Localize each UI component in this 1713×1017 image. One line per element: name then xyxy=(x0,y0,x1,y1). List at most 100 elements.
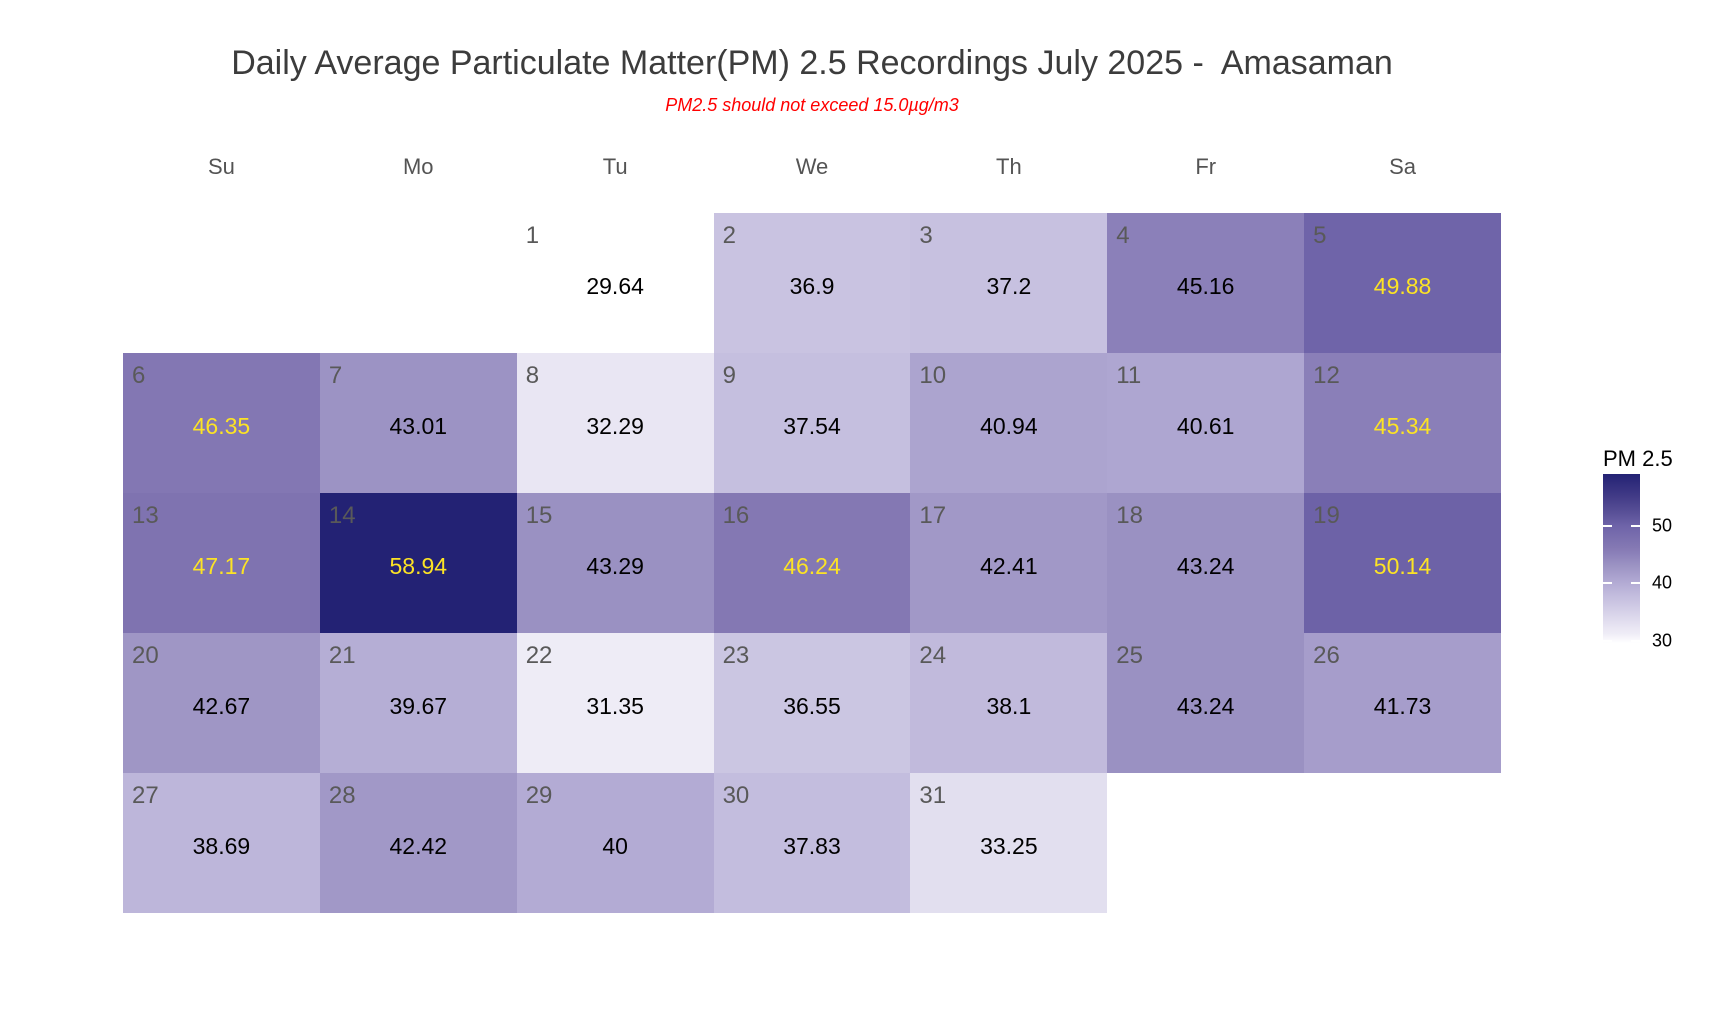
chart-title: Daily Average Particulate Matter(PM) 2.5… xyxy=(231,44,1393,82)
day-pm-value: 33.25 xyxy=(980,833,1038,859)
day-pm-value: 58.94 xyxy=(389,553,448,579)
day-cell-31: 31 33.25 xyxy=(910,773,1108,913)
day-cell-30: 30 37.83 xyxy=(713,773,911,913)
day-pm-value: 46.35 xyxy=(192,413,251,439)
day-pm-value: 37.2 xyxy=(986,273,1032,299)
colorbar-legend: PM 2.5 50 40 30 xyxy=(1603,446,1713,676)
legend-tick-label: 50 xyxy=(1652,515,1673,536)
day-pm-value: 40 xyxy=(602,833,628,859)
day-pm-value: 49.88 xyxy=(1373,273,1432,299)
day-cell-3: 3 37.2 xyxy=(910,213,1108,353)
calendar-grid: 1 29.64 2 36.9 3 37.2 4 45.16 5 49.88 6 46.35 7 43.01… xyxy=(123,213,1501,913)
day-number: 2 xyxy=(722,222,736,249)
day-cell-17: 17 42.41 xyxy=(910,493,1108,633)
day-number: 14 xyxy=(328,502,356,529)
day-number: 6 xyxy=(132,362,146,389)
day-pm-value: 32.29 xyxy=(586,413,644,439)
day-pm-value: 29.64 xyxy=(586,273,644,299)
day-cell-10: 10 40.94 xyxy=(910,353,1108,493)
day-cell-25: 25 43.24 xyxy=(1107,633,1305,773)
day-pm-value: 42.67 xyxy=(192,693,251,719)
day-number: 31 xyxy=(919,782,947,809)
day-cell-1: 1 29.64 xyxy=(516,213,714,353)
day-cell-28: 28 42.42 xyxy=(319,773,517,913)
legend-tick-mark xyxy=(1631,524,1640,527)
day-cell-18: 18 43.24 xyxy=(1107,493,1305,633)
day-cell-9: 9 37.54 xyxy=(713,353,911,493)
day-number: 25 xyxy=(1116,642,1143,669)
day-cell-12: 12 45.34 xyxy=(1304,353,1501,493)
legend-tick-label: 30 xyxy=(1652,630,1673,651)
day-number: 18 xyxy=(1116,502,1143,529)
weekday-label-mo: Mo xyxy=(402,154,434,179)
day-number: 19 xyxy=(1313,502,1340,529)
day-number: 11 xyxy=(1116,362,1142,389)
legend-tick-mark xyxy=(1631,639,1640,642)
legend-tick-mark xyxy=(1603,639,1612,642)
day-pm-value: 45.34 xyxy=(1373,413,1432,439)
day-number: 4 xyxy=(1116,222,1130,249)
day-cell-14: 14 58.94 xyxy=(319,493,517,633)
day-number: 23 xyxy=(722,642,750,669)
day-number: 10 xyxy=(919,362,947,389)
day-cell-6: 6 46.35 xyxy=(123,353,320,493)
weekday-label-tu: Tu xyxy=(602,154,628,179)
day-pm-value: 50.14 xyxy=(1373,553,1432,579)
day-cell-11: 11 40.61 xyxy=(1107,353,1305,493)
weekday-label-fr: Fr xyxy=(1195,154,1217,179)
day-cell-16: 16 46.24 xyxy=(713,493,911,633)
day-number: 5 xyxy=(1313,222,1327,249)
day-pm-value: 46.24 xyxy=(783,553,841,579)
day-pm-value: 31.35 xyxy=(586,693,644,719)
day-number: 28 xyxy=(328,782,356,809)
day-pm-value: 38.69 xyxy=(192,833,251,859)
day-cell-5: 5 49.88 xyxy=(1304,213,1501,353)
day-cell-8: 8 32.29 xyxy=(516,353,714,493)
day-number: 30 xyxy=(722,782,750,809)
day-number: 7 xyxy=(328,362,343,389)
day-cell-29: 29 40 xyxy=(516,773,714,913)
day-pm-value: 43.24 xyxy=(1176,693,1235,719)
day-number: 15 xyxy=(525,502,553,529)
legend-gradient-bar xyxy=(1603,474,1640,643)
day-cell-15: 15 43.29 xyxy=(516,493,714,633)
day-number: 20 xyxy=(132,642,159,669)
day-cell-20: 20 42.67 xyxy=(123,633,320,773)
legend-title: PM 2.5 xyxy=(1603,446,1673,471)
day-cell-21: 21 39.67 xyxy=(319,633,517,773)
day-pm-value: 40.94 xyxy=(980,413,1038,439)
day-cell-23: 23 36.55 xyxy=(713,633,911,773)
day-number: 9 xyxy=(722,362,736,389)
day-cell-26: 26 41.73 xyxy=(1304,633,1501,773)
day-pm-value: 39.67 xyxy=(389,693,448,719)
chart-subtitle: PM2.5 should not exceed 15.0µg/m3 xyxy=(665,95,959,115)
day-cell-7: 7 43.01 xyxy=(319,353,517,493)
day-pm-value: 37.54 xyxy=(783,413,841,439)
legend-tick-mark xyxy=(1603,524,1612,527)
day-cell-27: 27 38.69 xyxy=(123,773,320,913)
day-number: 27 xyxy=(132,782,159,809)
day-cell-13: 13 47.17 xyxy=(123,493,320,633)
legend-tick-label: 40 xyxy=(1652,572,1673,593)
day-number: 12 xyxy=(1313,362,1340,389)
day-number: 26 xyxy=(1313,642,1340,669)
day-number: 16 xyxy=(722,502,750,529)
weekday-label-sa: Sa xyxy=(1389,154,1417,179)
day-pm-value: 40.61 xyxy=(1176,413,1235,439)
day-number: 1 xyxy=(525,222,540,249)
weekday-label-su: Su xyxy=(207,154,235,179)
legend-tick-mark xyxy=(1631,582,1640,585)
day-pm-value: 41.73 xyxy=(1373,693,1432,719)
day-number: 22 xyxy=(525,642,553,669)
day-number: 17 xyxy=(919,502,947,529)
day-cell-22: 22 31.35 xyxy=(516,633,714,773)
day-pm-value: 36.9 xyxy=(789,273,835,299)
day-pm-value: 37.83 xyxy=(783,833,841,859)
day-pm-value: 45.16 xyxy=(1176,273,1235,299)
weekday-label-th: Th xyxy=(996,154,1022,179)
day-number: 8 xyxy=(525,362,540,389)
day-number: 24 xyxy=(919,642,947,669)
weekday-label-we: We xyxy=(795,154,829,179)
day-number: 21 xyxy=(328,642,356,669)
